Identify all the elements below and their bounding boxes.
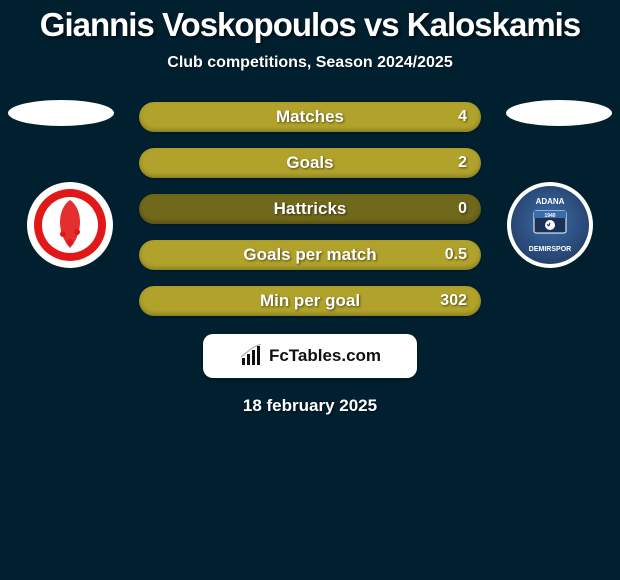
club-right-line2: DEMIRSPOR — [529, 246, 571, 253]
page-subtitle: Club competitions, Season 2024/2025 — [0, 54, 620, 72]
content-area: ADANA 1940 DEMIRSPOR Matches 4 Goals 2 Hattr… — [0, 102, 620, 416]
club-right-line1: ADANA — [536, 197, 565, 206]
stat-label: Matches — [276, 107, 344, 127]
player-marker-left — [8, 100, 114, 126]
stat-label: Goals per match — [243, 245, 376, 265]
stat-label: Hattricks — [274, 199, 347, 219]
stat-rows: Matches 4 Goals 2 Hattricks 0 Goals per match 0… — [139, 102, 481, 316]
stat-row: Matches 4 — [139, 102, 481, 132]
brand-box[interactable]: FcTables.com — [203, 334, 417, 378]
stat-label: Min per goal — [260, 291, 360, 311]
page-title: Giannis Voskopoulos vs Kaloskamis — [0, 0, 620, 44]
svg-text:1940: 1940 — [544, 213, 555, 219]
brand-text: FcTables.com — [269, 346, 381, 366]
stat-value-right: 0.5 — [445, 246, 467, 264]
club-logo-left — [27, 182, 113, 268]
stat-value-right: 302 — [440, 292, 467, 310]
club-logo-right: ADANA 1940 DEMIRSPOR — [507, 182, 593, 268]
stat-value-right: 2 — [458, 154, 467, 172]
stat-value-right: 4 — [458, 108, 467, 126]
bar-chart-icon — [239, 344, 263, 368]
club-crest-right-icon: ADANA 1940 DEMIRSPOR — [511, 186, 589, 264]
stat-value-right: 0 — [458, 200, 467, 218]
stat-row: Goals 2 — [139, 148, 481, 178]
stat-row: Goals per match 0.5 — [139, 240, 481, 270]
club-crest-left-icon — [27, 182, 113, 268]
stat-row: Hattricks 0 — [139, 194, 481, 224]
stat-row: Min per goal 302 — [139, 286, 481, 316]
stat-label: Goals — [286, 153, 333, 173]
player-marker-right — [506, 100, 612, 126]
footer-date: 18 february 2025 — [0, 396, 620, 416]
